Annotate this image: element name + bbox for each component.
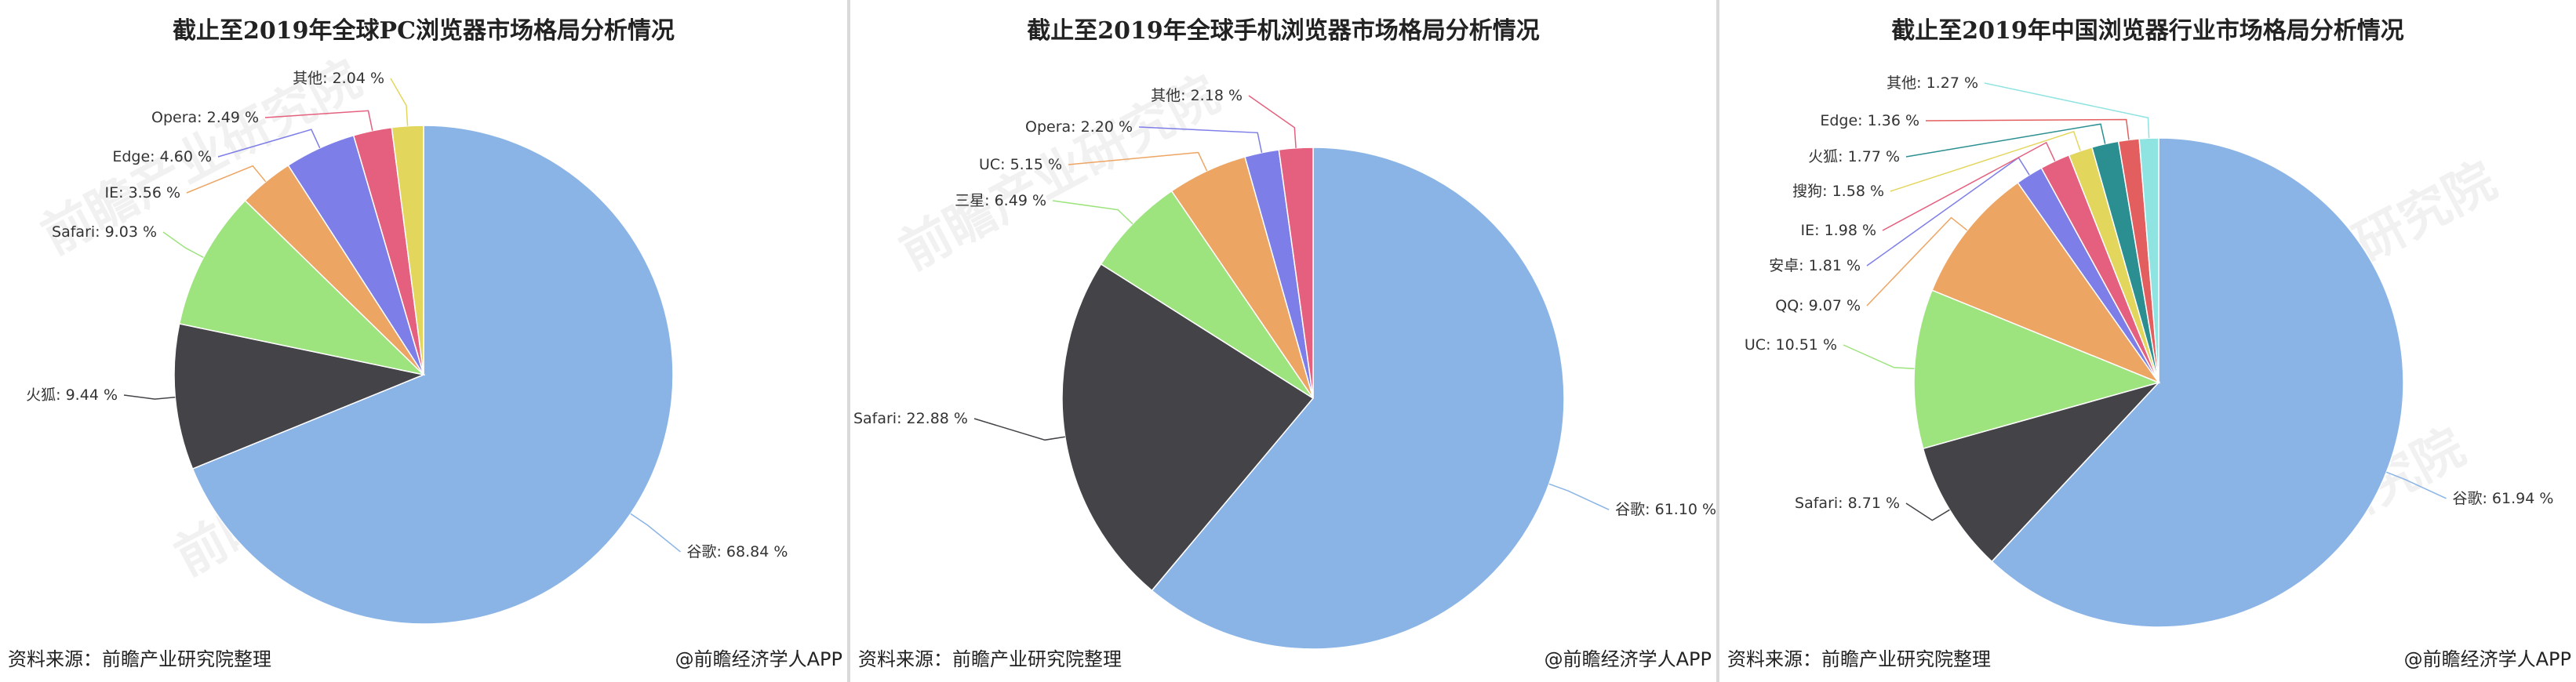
leader-line bbox=[630, 513, 681, 553]
pie-slice-谷歌 bbox=[1991, 137, 2404, 628]
leader-line bbox=[1882, 141, 2056, 231]
source-note: 资料来源：前瞻产业研究院整理 bbox=[8, 648, 271, 670]
data-label: 其他: 2.04 % bbox=[293, 70, 384, 87]
pie-slice-三星 bbox=[1100, 190, 1314, 399]
pie-slice-其他 bbox=[2138, 137, 2159, 383]
source-note: 资料来源：前瞻产业研究院整理 bbox=[1727, 648, 1991, 670]
data-label: 其他: 1.27 % bbox=[1887, 74, 1978, 92]
pie-slice-火狐 bbox=[173, 323, 426, 470]
data-label: IE: 1.98 % bbox=[1801, 222, 1876, 239]
source-note: 资料来源：前瞻产业研究院整理 bbox=[858, 648, 1122, 670]
leader-line bbox=[186, 165, 267, 194]
leader-line bbox=[217, 129, 321, 158]
pie-chart: 谷歌: 68.84 % 火狐: 9.44 % Safari: 9.03 % IE: 3… bbox=[26, 70, 788, 625]
data-label: 火狐: 1.77 % bbox=[1808, 148, 1900, 165]
panel-divider bbox=[847, 0, 850, 682]
leader-line bbox=[1052, 200, 1133, 225]
data-label: 谷歌: 61.94 % bbox=[2452, 490, 2553, 507]
pie-slice-Safari bbox=[1922, 381, 2161, 563]
pie-slice-QQ bbox=[1931, 181, 2161, 384]
leader-line bbox=[1866, 216, 1968, 307]
data-label: 火狐: 9.44 % bbox=[26, 386, 118, 404]
chart-title: 截止至2019年中国浏览器行业市场格局分析情况 bbox=[1891, 17, 2404, 45]
leader-line bbox=[390, 78, 409, 126]
panel-divider bbox=[1716, 0, 1719, 682]
chart-title: 截止至2019年全球手机浏览器市场格局分析情况 bbox=[1027, 17, 1540, 45]
leader-line bbox=[2386, 471, 2447, 499]
leader-line bbox=[1925, 118, 2130, 140]
pie-slice-UC bbox=[1913, 289, 2161, 450]
data-label: 搜狗: 1.58 % bbox=[1792, 183, 1884, 200]
leader-line bbox=[1984, 82, 2150, 139]
credit-note: @前瞻经济学人APP bbox=[2403, 648, 2571, 670]
data-label: QQ: 9.07 % bbox=[1775, 297, 1861, 314]
data-label: Opera: 2.49 % bbox=[151, 109, 259, 126]
leader-line bbox=[973, 418, 1065, 441]
leader-line bbox=[1548, 483, 1610, 510]
data-label: Opera: 2.20 % bbox=[1025, 118, 1133, 136]
leader-line bbox=[1905, 502, 1950, 521]
data-label: 谷歌: 68.84 % bbox=[686, 543, 788, 560]
chart-title: 截止至2019年全球PC浏览器市场格局分析情况 bbox=[173, 17, 675, 45]
pie-slice-Safari bbox=[1061, 263, 1315, 592]
pie-slice-谷歌 bbox=[1151, 147, 1565, 650]
leader-line bbox=[1248, 95, 1297, 148]
leader-line bbox=[1890, 130, 2081, 192]
data-label: 谷歌: 61.10 % bbox=[1615, 501, 1716, 518]
data-label: Edge: 1.36 % bbox=[1820, 112, 1919, 129]
pie-chart: 谷歌: 61.94 % Safari: 8.71 % UC: 10.51 % QQ: … bbox=[1745, 74, 2553, 628]
data-label: 三星: 6.49 % bbox=[955, 192, 1046, 209]
data-label: Safari: 22.88 % bbox=[853, 410, 968, 427]
data-label: Safari: 8.71 % bbox=[1795, 495, 1900, 512]
leader-line bbox=[123, 394, 176, 400]
data-label: Edge: 4.60 % bbox=[112, 148, 212, 165]
data-label: IE: 3.56 % bbox=[105, 184, 180, 201]
chart-panel-china: 前瞻产业研究院 前瞻产业研究院 截止至2019年中国浏览器行业市场格局分析情况 … bbox=[1719, 0, 2576, 682]
leader-line bbox=[1905, 123, 2106, 158]
credit-note: @前瞻经济学人APP bbox=[1544, 648, 1712, 670]
leader-line bbox=[1068, 151, 1208, 172]
credit-note: @前瞻经济学人APP bbox=[675, 648, 842, 670]
leader-line bbox=[1138, 126, 1263, 153]
chart-panel-pc: 前瞻产业研究院 前瞻产业研究院 截止至2019年全球PC浏览器市场格局分析情况 … bbox=[0, 0, 847, 682]
data-label: 其他: 2.18 % bbox=[1151, 87, 1243, 104]
leader-line bbox=[264, 110, 373, 131]
pie-slice-Safari bbox=[178, 199, 426, 376]
data-label: Safari: 9.03 % bbox=[52, 223, 157, 241]
data-label: UC: 10.51 % bbox=[1745, 336, 1837, 354]
leader-line bbox=[162, 231, 204, 259]
data-label: UC: 5.15 % bbox=[979, 156, 1062, 173]
leader-line bbox=[1843, 344, 1915, 370]
pie-slice-谷歌 bbox=[191, 125, 674, 625]
data-label: 安卓: 1.81 % bbox=[1769, 257, 1861, 274]
pie-chart: 谷歌: 61.10 % Safari: 22.88 % 三星: 6.49 % UC: … bbox=[853, 87, 1716, 650]
chart-panel-mobile: 前瞻产业研究院 前瞻产业研究院 截止至2019年全球手机浏览器市场格局分析情况 … bbox=[850, 0, 1716, 682]
